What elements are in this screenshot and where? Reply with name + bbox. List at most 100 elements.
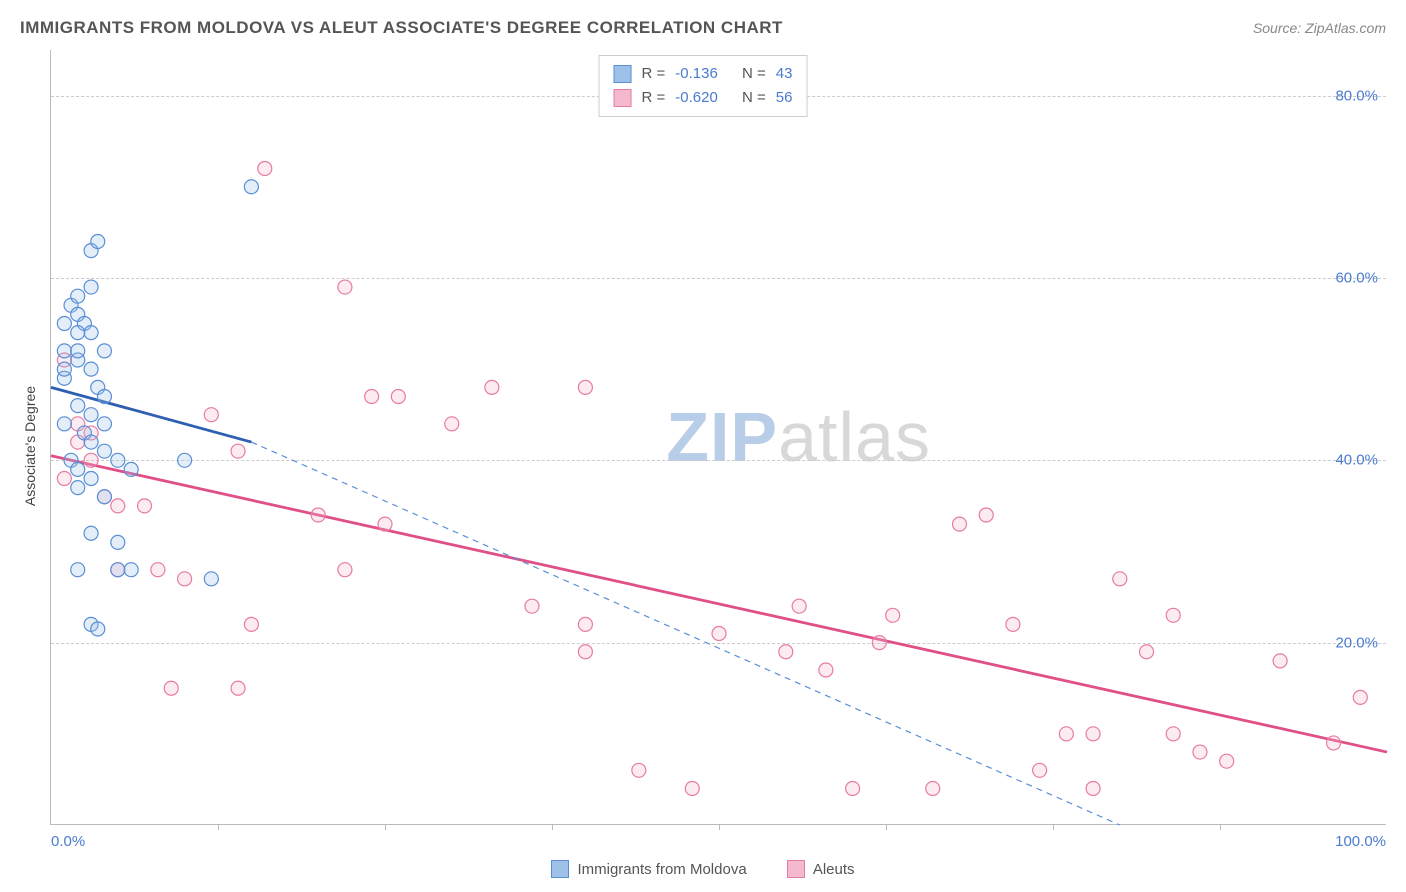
data-point [792, 599, 806, 613]
data-point [111, 453, 125, 467]
swatch-aleuts-icon [787, 860, 805, 878]
swatch-moldova-icon [551, 860, 569, 878]
x-axis-minor-tick [719, 824, 720, 830]
data-point [578, 380, 592, 394]
data-point [1193, 745, 1207, 759]
data-point [1273, 654, 1287, 668]
data-point [1033, 763, 1047, 777]
legend-item-moldova: Immigrants from Moldova [551, 860, 746, 878]
data-point [338, 280, 352, 294]
data-point [84, 453, 98, 467]
data-point [338, 563, 352, 577]
x-axis-minor-tick [385, 824, 386, 830]
data-point [124, 563, 138, 577]
x-axis-minor-tick [1220, 824, 1221, 830]
data-point [779, 645, 793, 659]
data-point [979, 508, 993, 522]
data-point [164, 681, 178, 695]
y-axis-label: Associate's Degree [22, 386, 38, 506]
data-point [445, 417, 459, 431]
data-point [97, 417, 111, 431]
data-point [71, 289, 85, 303]
data-point [1140, 645, 1154, 659]
swatch-moldova [614, 65, 632, 83]
data-point [151, 563, 165, 577]
data-point [231, 444, 245, 458]
source-attribution: Source: ZipAtlas.com [1253, 20, 1386, 36]
data-point [138, 499, 152, 513]
legend-row-moldova: R = -0.136 N = 43 [614, 62, 793, 86]
data-point [84, 526, 98, 540]
data-point [846, 782, 860, 796]
data-point [84, 472, 98, 486]
data-point [204, 408, 218, 422]
data-point [124, 462, 138, 476]
chart-title: IMMIGRANTS FROM MOLDOVA VS ALEUT ASSOCIA… [20, 18, 783, 38]
data-point [111, 499, 125, 513]
data-point [1220, 754, 1234, 768]
correlation-legend: R = -0.136 N = 43 R = -0.620 N = 56 [599, 55, 808, 117]
data-point [1353, 690, 1367, 704]
trend-line [51, 456, 1387, 752]
data-point [1166, 727, 1180, 741]
source-link[interactable]: ZipAtlas.com [1305, 20, 1386, 36]
data-point [178, 572, 192, 586]
data-point [391, 389, 405, 403]
legend-row-aleuts: R = -0.620 N = 56 [614, 86, 793, 110]
data-point [926, 782, 940, 796]
data-point [872, 636, 886, 650]
data-point [97, 389, 111, 403]
data-point [578, 645, 592, 659]
trend-line-extrapolated [251, 442, 1119, 825]
data-point [632, 763, 646, 777]
data-point [311, 508, 325, 522]
data-point [91, 234, 105, 248]
data-point [952, 517, 966, 531]
x-axis-minor-tick [218, 824, 219, 830]
x-axis-minor-tick [886, 824, 887, 830]
data-point [712, 627, 726, 641]
data-point [244, 180, 258, 194]
data-point [244, 617, 258, 631]
data-point [71, 481, 85, 495]
swatch-aleuts [614, 89, 632, 107]
data-point [97, 444, 111, 458]
data-point [111, 535, 125, 549]
data-point [57, 472, 71, 486]
data-point [378, 517, 392, 531]
data-point [365, 389, 379, 403]
data-point [71, 344, 85, 358]
data-point [258, 162, 272, 176]
data-point [485, 380, 499, 394]
data-point [71, 563, 85, 577]
data-point [71, 462, 85, 476]
data-point [578, 617, 592, 631]
data-point [231, 681, 245, 695]
data-point [819, 663, 833, 677]
data-point [178, 453, 192, 467]
data-point [84, 326, 98, 340]
data-point [525, 599, 539, 613]
data-point [84, 362, 98, 376]
series-legend: Immigrants from Moldova Aleuts [0, 860, 1406, 882]
data-point [1166, 608, 1180, 622]
data-point [57, 417, 71, 431]
scatter-svg [51, 50, 1386, 824]
data-point [1006, 617, 1020, 631]
x-axis-minor-tick [1053, 824, 1054, 830]
data-point [57, 317, 71, 331]
data-point [84, 280, 98, 294]
data-point [97, 344, 111, 358]
data-point [57, 362, 71, 376]
data-point [71, 326, 85, 340]
chart-plot-area: ZIPatlas 20.0%40.0%60.0%80.0% 0.0% 100.0… [50, 50, 1386, 825]
data-point [886, 608, 900, 622]
data-point [1327, 736, 1341, 750]
legend-item-aleuts: Aleuts [787, 860, 855, 878]
x-axis-tick-min: 0.0% [51, 833, 85, 850]
data-point [97, 490, 111, 504]
data-point [1113, 572, 1127, 586]
data-point [71, 399, 85, 413]
data-point [1086, 782, 1100, 796]
data-point [84, 408, 98, 422]
